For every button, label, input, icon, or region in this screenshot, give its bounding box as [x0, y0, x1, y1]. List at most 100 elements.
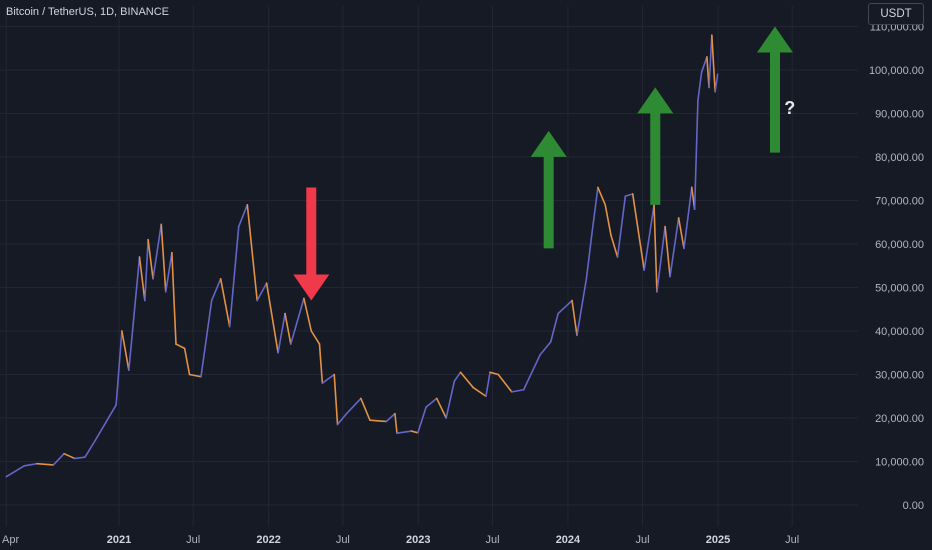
- price-segment: [303, 297, 313, 332]
- price-segment: [52, 452, 65, 466]
- price-segment: [624, 193, 634, 197]
- y-tick-label: 80,000.00: [875, 152, 924, 164]
- x-tick-label: Jul: [186, 534, 200, 546]
- price-segment: [616, 195, 627, 258]
- price-segment: [643, 204, 655, 271]
- price-segment: [144, 238, 149, 302]
- price-segment: [94, 421, 107, 441]
- price-segment: [228, 225, 240, 328]
- price-segment: [333, 373, 339, 426]
- price-segment: [171, 251, 177, 345]
- price-segment: [497, 373, 513, 393]
- price-segment: [321, 373, 336, 385]
- price-segment: [277, 312, 286, 354]
- price-segment: [714, 73, 719, 93]
- price-segment: [394, 412, 398, 435]
- price-segment: [522, 354, 541, 391]
- price-segment: [677, 217, 685, 250]
- y-tick-label: 60,000.00: [875, 239, 924, 251]
- price-segment: [84, 438, 97, 458]
- x-tick-label: Apr: [2, 534, 19, 546]
- y-tick-label: 0.00: [903, 500, 924, 512]
- x-tick-label: 2022: [256, 534, 280, 546]
- price-segment: [289, 297, 305, 345]
- price-segment: [410, 430, 419, 434]
- price-segment: [183, 347, 191, 376]
- y-tick-label: 40,000.00: [875, 326, 924, 338]
- price-segment: [697, 71, 703, 102]
- price-segment: [693, 99, 699, 210]
- price-segment: [472, 386, 487, 398]
- price-segment: [121, 330, 130, 371]
- price-segment: [5, 465, 26, 478]
- price-segment: [138, 256, 146, 302]
- price-segment: [105, 404, 117, 424]
- price-segment: [256, 282, 268, 302]
- price-segment: [310, 330, 321, 345]
- y-tick-label: 10,000.00: [875, 457, 924, 469]
- price-segment: [396, 430, 413, 435]
- up-arrow-icon: [637, 87, 674, 205]
- price-segment: [576, 277, 588, 337]
- x-tick-label: Jul: [336, 534, 350, 546]
- price-segment: [489, 371, 500, 376]
- price-segment: [590, 186, 599, 237]
- price-segment: [175, 343, 186, 350]
- price-segment: [610, 234, 619, 258]
- price-segment: [664, 225, 671, 278]
- price-segment: [200, 299, 213, 378]
- price-segment: [459, 371, 475, 389]
- y-tick-label: 100,000.00: [869, 65, 924, 77]
- price-segment: [571, 299, 578, 337]
- price-segment: [604, 204, 612, 237]
- price-segment: [656, 225, 666, 293]
- price-segment: [160, 223, 167, 293]
- price-segment: [219, 277, 231, 328]
- price-segment: [128, 256, 141, 371]
- price-segment: [284, 312, 292, 345]
- price-segment: [318, 343, 324, 385]
- price-segment: [631, 193, 646, 271]
- price-series: [5, 34, 719, 478]
- x-tick-label: 2024: [556, 534, 581, 546]
- price-segment: [36, 462, 55, 466]
- price-segment: [539, 341, 552, 356]
- price-segment: [115, 330, 123, 406]
- price-segment: [152, 223, 163, 280]
- price-segment: [164, 251, 173, 293]
- down-arrow-icon: [293, 187, 330, 301]
- price-segment: [63, 452, 76, 460]
- x-tick-label: 2025: [706, 534, 730, 546]
- price-segment: [445, 380, 456, 419]
- price-segment: [385, 412, 396, 423]
- price-segment: [345, 397, 362, 415]
- price-segment: [700, 56, 708, 73]
- price-segment: [453, 371, 462, 382]
- x-tick-label: Jul: [636, 534, 650, 546]
- price-segment: [711, 34, 716, 93]
- price-segment: [210, 277, 222, 302]
- price-segment: [246, 204, 258, 302]
- currency-selector-button[interactable]: USDT: [868, 3, 924, 25]
- price-segment: [425, 397, 438, 408]
- price-segment: [73, 456, 86, 460]
- up-arrow-icon: [530, 130, 567, 249]
- x-tick-label: 2021: [107, 534, 131, 546]
- price-segment: [237, 204, 249, 228]
- price-segment: [653, 204, 658, 293]
- price-segment: [23, 462, 38, 467]
- y-tick-label: 20,000.00: [875, 413, 924, 425]
- price-segment: [683, 186, 693, 250]
- y-tick-label: 30,000.00: [875, 370, 924, 382]
- price-segment: [510, 388, 525, 393]
- price-segment: [336, 412, 348, 426]
- price-segment: [708, 34, 713, 89]
- x-tick-label: Jul: [485, 534, 499, 546]
- price-segment: [557, 299, 573, 315]
- x-tick-label: Jul: [785, 534, 799, 546]
- y-tick-label: 70,000.00: [875, 196, 924, 208]
- price-segment: [417, 406, 427, 434]
- question-mark-annotation: ?: [784, 98, 795, 118]
- price-segment: [549, 312, 559, 343]
